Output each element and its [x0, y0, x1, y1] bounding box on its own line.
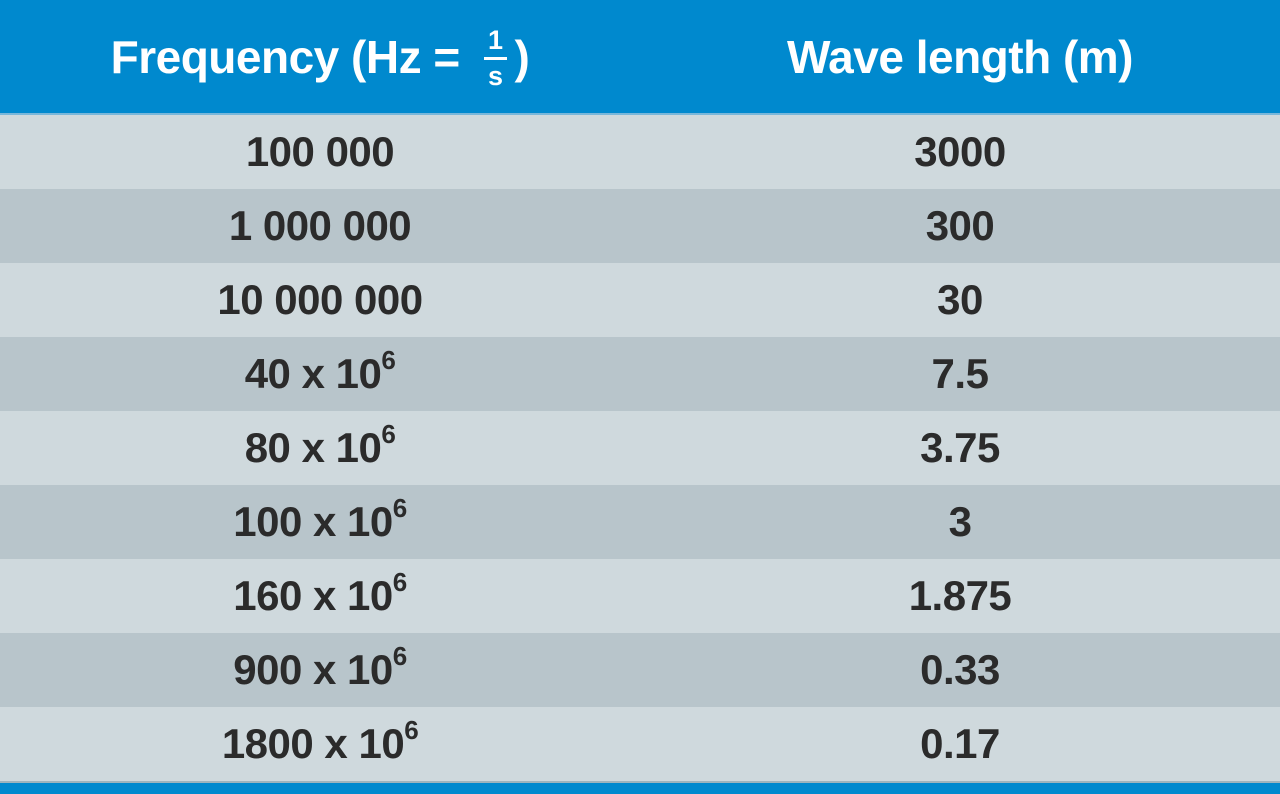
wavelength-cell: 7.5 [931, 350, 989, 397]
wavelength-cell: 0.17 [920, 720, 1000, 767]
fraction-numerator: 1 [484, 27, 507, 60]
frequency-value: 100 x 10 [233, 498, 393, 545]
column-header-wavelength: Wave length (m) [786, 30, 1134, 83]
table-row: 100 x 10 6 3 [0, 485, 1280, 559]
frequency-value: 100 000 [245, 128, 395, 175]
frequency-value: 1 000 000 [228, 202, 412, 249]
fraction-denominator: s [488, 61, 503, 91]
frequency-header-suffix: ) [514, 30, 530, 83]
frequency-cell: 1800 x 10 6 [221, 715, 419, 767]
frequency-cell: 160 x 10 6 [233, 567, 407, 619]
frequency-cell: 100 x 10 6 [233, 493, 407, 545]
wavelength-cell: 3.75 [920, 424, 1000, 471]
frequency-cell: 10 000 000 [0, 263, 640, 337]
frequency-value: 900 x 10 [233, 646, 393, 693]
frequency-value: 80 x 10 [244, 424, 382, 471]
frequency-header-prefix: Frequency (Hz = [110, 30, 472, 83]
table-row: 1800 x 10 6 0.17 [0, 707, 1280, 781]
wavelength-cell: 300 [925, 202, 995, 249]
table-row: 10 000 000 30 [0, 263, 1280, 337]
table-row: 40 x 10 6 7.5 [0, 337, 1280, 411]
table-row: 900 x 10 6 0.33 [0, 633, 1280, 707]
frequency-cell: 1 000 000 [0, 189, 640, 263]
frequency-cell: 40 x 10 6 [244, 345, 396, 397]
table-row: 100 000 3000 [0, 115, 1280, 189]
frequency-cell: 100 000 [0, 115, 640, 189]
frequency-value: 10 000 000 [217, 276, 423, 323]
frequency-value: 160 x 10 [233, 572, 393, 619]
wavelength-cell: 1.875 [908, 572, 1012, 619]
wavelength-cell: 30 [937, 276, 983, 323]
wavelength-cell: 3000 [914, 128, 1006, 175]
fraction-one-over-s: 1 s [484, 27, 507, 90]
table-row: 80 x 10 6 3.75 [0, 411, 1280, 485]
wavelength-cell: 0.33 [920, 646, 1000, 693]
bottom-accent-bar [0, 781, 1280, 794]
table-header-row: Frequency (Hz = 1 s ) Wave length (m) [0, 0, 1280, 115]
frequency-value: 40 x 10 [244, 350, 382, 397]
frequency-cell: 900 x 10 6 [233, 641, 407, 693]
column-header-frequency: Frequency (Hz = 1 s ) [0, 0, 640, 113]
table-row: 160 x 10 6 1.875 [0, 559, 1280, 633]
table-row: 1 000 000 300 [0, 189, 1280, 263]
frequency-cell: 80 x 10 6 [244, 419, 396, 471]
wavelength-cell: 3 [948, 498, 972, 545]
frequency-value: 1800 x 10 [221, 720, 405, 767]
